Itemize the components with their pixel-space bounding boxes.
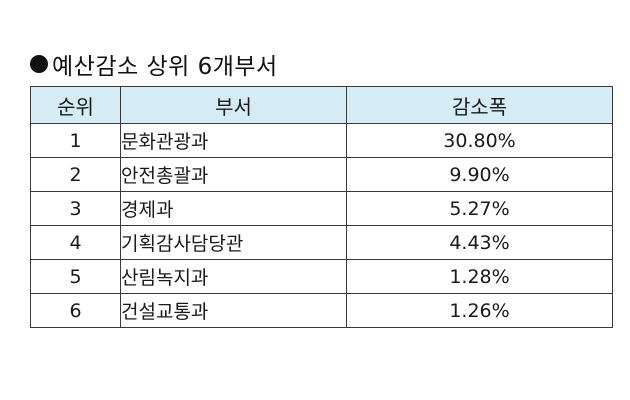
cell-department: 산림녹지과 xyxy=(120,259,347,294)
table-row: 3 경제과 5.27% xyxy=(30,191,613,226)
header-reduction: 감소폭 xyxy=(346,86,613,124)
header-rank: 순위 xyxy=(30,86,121,124)
page-title: 예산감소 상위 6개부서 xyxy=(30,46,278,82)
table-row: 4 기획감사담당관 4.43% xyxy=(30,225,613,260)
header-department: 부서 xyxy=(120,86,347,124)
cell-rank: 3 xyxy=(30,191,121,226)
cell-rank: 5 xyxy=(30,259,121,294)
cell-reduction: 5.27% xyxy=(346,191,613,226)
table-header-row: 순위 부서 감소폭 xyxy=(30,86,613,124)
cell-department: 기획감사담당관 xyxy=(120,225,347,260)
filled-circle-icon xyxy=(30,55,48,73)
table-row: 6 건설교통과 1.26% xyxy=(30,293,613,328)
cell-rank: 1 xyxy=(30,123,121,158)
cell-reduction: 4.43% xyxy=(346,225,613,260)
cell-department: 안전총괄과 xyxy=(120,157,347,192)
table-row: 2 안전총괄과 9.90% xyxy=(30,157,613,192)
table-row: 1 문화관광과 30.80% xyxy=(30,123,613,158)
cell-department: 경제과 xyxy=(120,191,347,226)
table-row: 5 산림녹지과 1.28% xyxy=(30,259,613,294)
cell-reduction: 1.28% xyxy=(346,259,613,294)
cell-reduction: 1.26% xyxy=(346,293,613,328)
cell-rank: 2 xyxy=(30,157,121,192)
cell-reduction: 9.90% xyxy=(346,157,613,192)
budget-reduction-table: 순위 부서 감소폭 1 문화관광과 30.80% 2 안전총괄과 9.90% 3… xyxy=(30,86,613,328)
cell-department: 건설교통과 xyxy=(120,293,347,328)
cell-department: 문화관광과 xyxy=(120,123,347,158)
cell-rank: 4 xyxy=(30,225,121,260)
cell-rank: 6 xyxy=(30,293,121,328)
page-title-text: 예산감소 상위 6개부서 xyxy=(52,54,278,80)
cell-reduction: 30.80% xyxy=(346,123,613,158)
